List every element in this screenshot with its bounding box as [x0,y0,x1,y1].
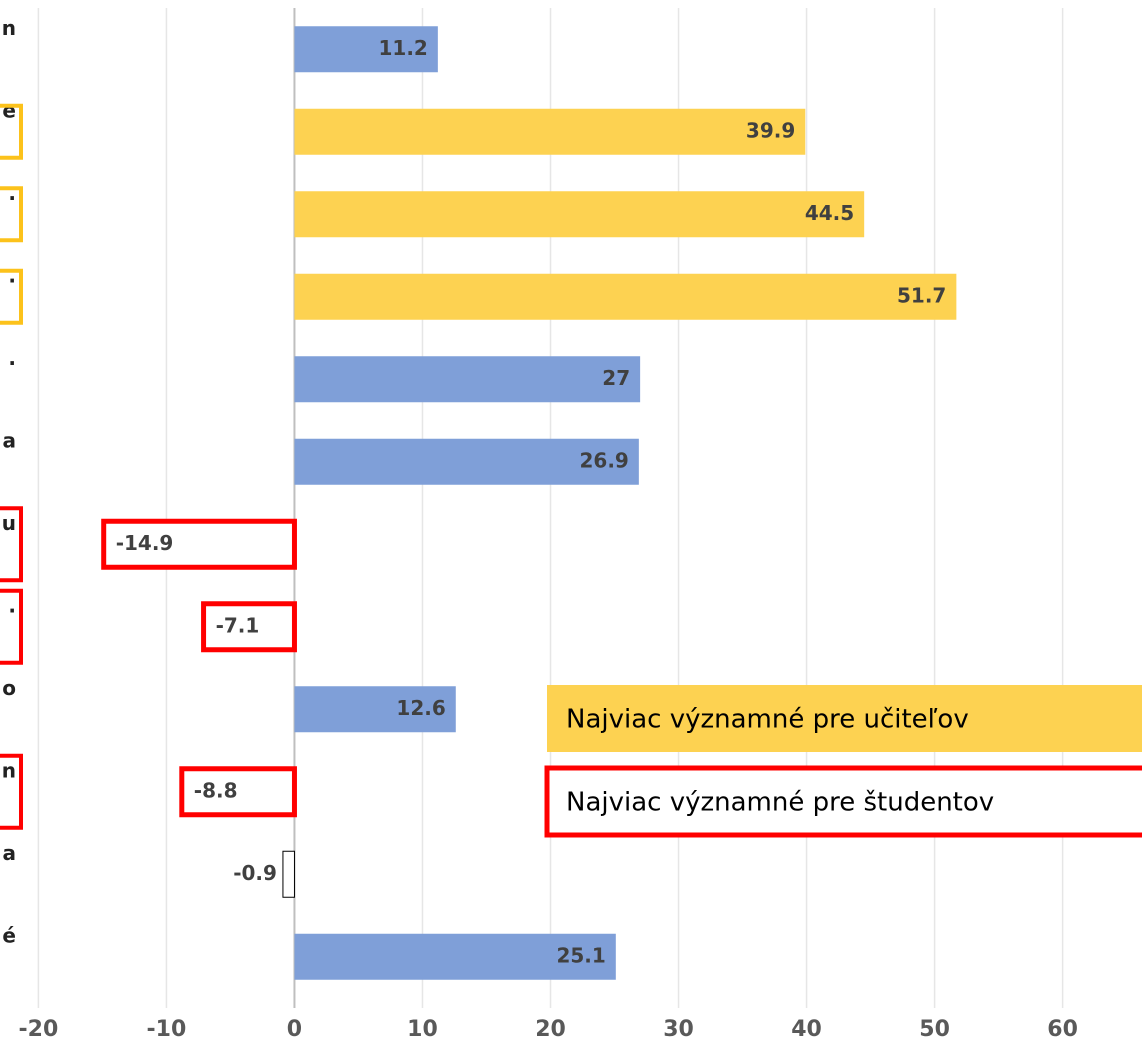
bar [201,601,297,653]
category-label: . [8,181,16,205]
bar [101,518,297,570]
legend-box [544,765,1142,838]
x-tick-label: 40 [791,1017,822,1042]
data-label: 51.7 [897,283,946,307]
category-highlight [0,268,23,325]
data-label: -7.1 [216,613,260,637]
data-label: -0.9 [233,861,277,885]
bar [294,438,639,485]
bar [294,933,616,980]
bar [294,26,438,73]
category-highlight [0,588,23,665]
category-label: . [8,346,16,370]
category-label: u [2,511,16,535]
legend-label: Najviac významné pre učiteľov [566,705,969,735]
x-tick-label: 10 [407,1017,438,1042]
category-label: a [3,841,17,865]
category-highlight [0,506,23,583]
x-tick-label: 20 [535,1017,566,1042]
category-highlight [0,753,23,830]
data-label: 39.9 [746,118,795,142]
data-label: 44.5 [805,201,854,225]
bar [282,850,295,898]
data-label: 25.1 [556,943,605,967]
category-label: a [3,428,17,452]
category-highlight [0,186,23,243]
bar [294,191,865,238]
category-label: . [8,263,16,287]
bar [179,766,297,818]
data-label: 26.9 [579,448,628,472]
data-label: -14.9 [116,531,174,555]
bar [294,686,456,733]
data-label: 12.6 [396,696,445,720]
category-label: é [2,923,16,947]
bar [294,108,806,155]
data-label: 27 [602,366,630,390]
legend-box [547,685,1142,752]
bar [294,273,957,320]
legend-label: Najviac významné pre študentov [566,788,994,818]
bar [294,356,641,403]
category-highlight [0,103,23,160]
x-tick-label: 0 [287,1017,302,1042]
x-tick-label: 60 [1047,1017,1078,1042]
category-label: n [2,758,16,782]
category-label: n [2,16,16,40]
data-label: 11.2 [378,36,427,60]
x-tick-label: 30 [663,1017,694,1042]
x-tick-label: -20 [19,1017,59,1042]
category-label: e [2,98,16,122]
data-label: -8.8 [194,778,238,802]
category-label: . [8,593,16,617]
x-tick-label: 50 [919,1017,950,1042]
category-label: o [2,676,16,700]
x-tick-label: -10 [147,1017,187,1042]
